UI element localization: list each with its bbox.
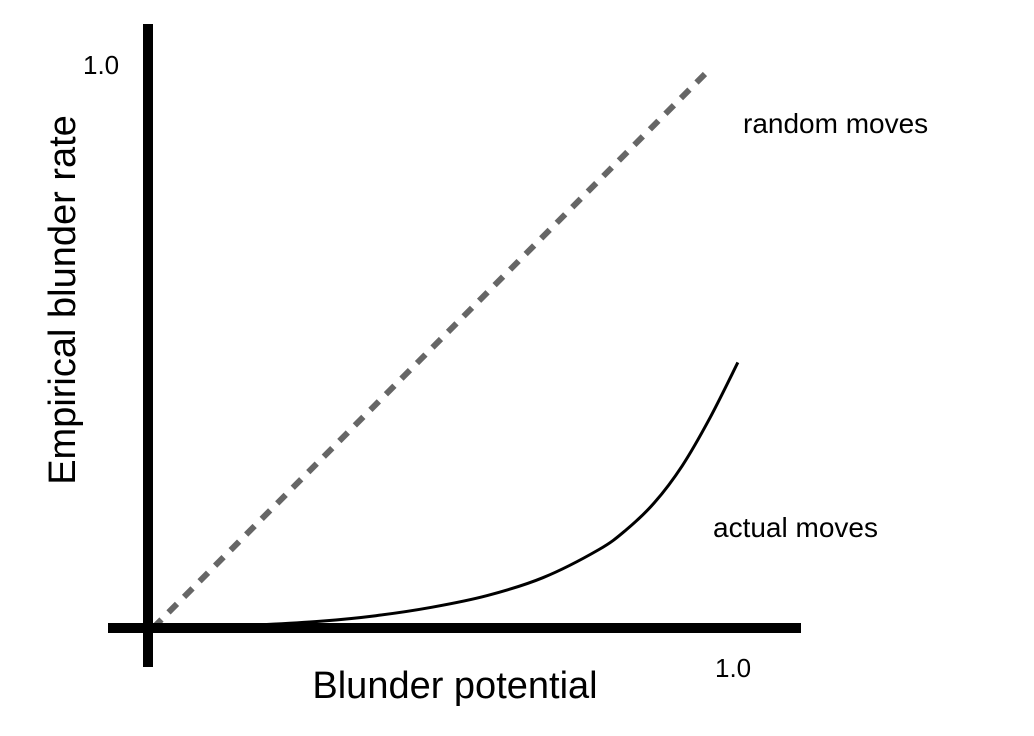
x-axis-title: Blunder potential [312, 665, 597, 707]
y-tick-label: 1.0 [83, 50, 119, 80]
series-layer [150, 66, 740, 631]
series-line-random-moves [150, 66, 713, 631]
x-tick-label: 1.0 [715, 653, 751, 683]
series-line-actual-moves [152, 361, 740, 630]
series-label-actual-moves: actual moves [713, 512, 878, 543]
series-label-random-moves: random moves [743, 108, 928, 139]
y-axis-title: Empirical blunder rate [42, 115, 84, 485]
